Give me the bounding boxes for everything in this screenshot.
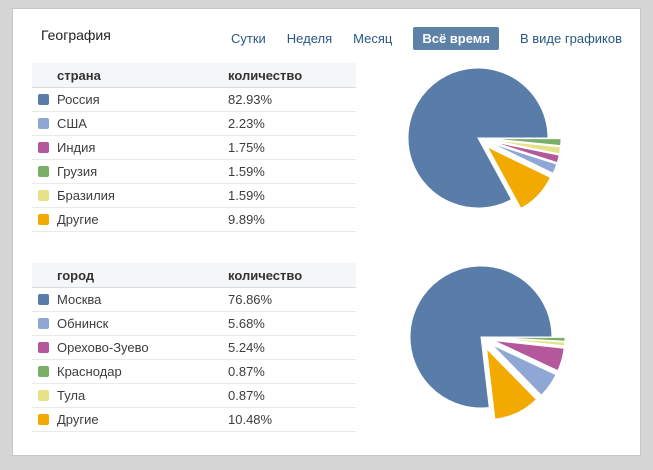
cities-pie-chart	[409, 265, 566, 420]
row-label: Бразилия	[57, 188, 115, 203]
row-value: 1.59%	[228, 164, 265, 179]
countries-table: страна количество Россия 82.93% США 2.23…	[32, 63, 356, 232]
table-row: Другие 10.48%	[32, 408, 356, 432]
view-as-charts-link[interactable]: В виде графиков	[519, 30, 622, 46]
pie-slice	[493, 340, 565, 372]
column-header-city: город	[57, 267, 95, 283]
legend-color-swatch	[38, 318, 49, 329]
legend-color-swatch	[38, 366, 49, 377]
row-value: 0.87%	[228, 388, 265, 403]
table-row: Россия 82.93%	[32, 88, 356, 112]
column-header-country: страна	[57, 67, 101, 83]
table-row: Другие 9.89%	[32, 208, 356, 232]
row-label: Грузия	[57, 164, 98, 179]
pie-slice	[489, 142, 558, 174]
row-label: Россия	[57, 92, 100, 107]
tab-all-time[interactable]: Всё время	[413, 26, 499, 50]
row-label: Обнинск	[57, 316, 109, 331]
column-header-count: количество	[228, 67, 303, 83]
row-value: 10.48%	[228, 412, 273, 427]
tab-week[interactable]: Неделя	[286, 30, 333, 46]
row-label: Другие	[57, 212, 99, 227]
table-row: Обнинск 5.68%	[32, 312, 356, 336]
tab-month[interactable]: Месяц	[353, 30, 393, 46]
legend-color-swatch	[38, 390, 49, 401]
legend-color-swatch	[38, 214, 49, 225]
tab-day[interactable]: Сутки	[230, 30, 266, 46]
row-value: 0.87%	[228, 364, 265, 379]
legend-color-swatch	[38, 94, 49, 105]
page-title: География	[41, 27, 111, 43]
row-value: 5.68%	[228, 316, 265, 331]
pie-slice	[486, 145, 552, 210]
table-row: Грузия 1.59%	[32, 160, 356, 184]
pie-slice	[407, 67, 549, 209]
pie-slice	[490, 138, 562, 147]
row-label: Москва	[57, 292, 102, 307]
countries-pie-chart	[407, 67, 562, 210]
row-value: 1.75%	[228, 140, 265, 155]
row-value: 1.59%	[228, 188, 265, 203]
legend-color-swatch	[38, 342, 49, 353]
row-value: 5.24%	[228, 340, 265, 355]
pie-slice	[491, 344, 557, 396]
table-row: Краснодар 0.87%	[32, 360, 356, 384]
legend-color-swatch	[38, 166, 49, 177]
table-row: Орехово-Зуево 5.24%	[32, 336, 356, 360]
table-row: Бразилия 1.59%	[32, 184, 356, 208]
period-tabs: Сутки Неделя Месяц Всё время В виде граф…	[231, 25, 622, 51]
table-row: США 2.23%	[32, 112, 356, 136]
cities-table-header: город количество	[32, 263, 356, 288]
table-row: Индия 1.75%	[32, 136, 356, 160]
cities-table: город количество Москва 76.86% Обнинск 5…	[32, 263, 356, 432]
pie-slice	[409, 265, 553, 409]
row-label: США	[57, 116, 87, 131]
pie-slice	[490, 140, 560, 164]
row-label: Краснодар	[57, 364, 122, 379]
pie-slice	[490, 139, 562, 155]
row-value: 2.23%	[228, 116, 265, 131]
pie-slice	[485, 347, 538, 420]
table-row: Тула 0.87%	[32, 384, 356, 408]
row-label: Индия	[57, 140, 96, 155]
legend-color-swatch	[38, 294, 49, 305]
row-label: Другие	[57, 412, 99, 427]
column-header-count: количество	[228, 267, 303, 283]
row-label: Тула	[57, 388, 86, 403]
countries-table-header: страна количество	[32, 63, 356, 88]
table-row: Москва 76.86%	[32, 288, 356, 312]
row-value: 76.86%	[228, 292, 273, 307]
row-value: 82.93%	[228, 92, 273, 107]
legend-color-swatch	[38, 142, 49, 153]
legend-color-swatch	[38, 118, 49, 129]
legend-color-swatch	[38, 414, 49, 425]
legend-color-swatch	[38, 190, 49, 201]
row-label: Орехово-Зуево	[57, 340, 149, 355]
row-value: 9.89%	[228, 212, 265, 227]
pie-slice	[493, 336, 566, 342]
geography-stats-panel: География Сутки Неделя Месяц Всё время В…	[12, 8, 641, 456]
pie-slice	[493, 337, 566, 347]
